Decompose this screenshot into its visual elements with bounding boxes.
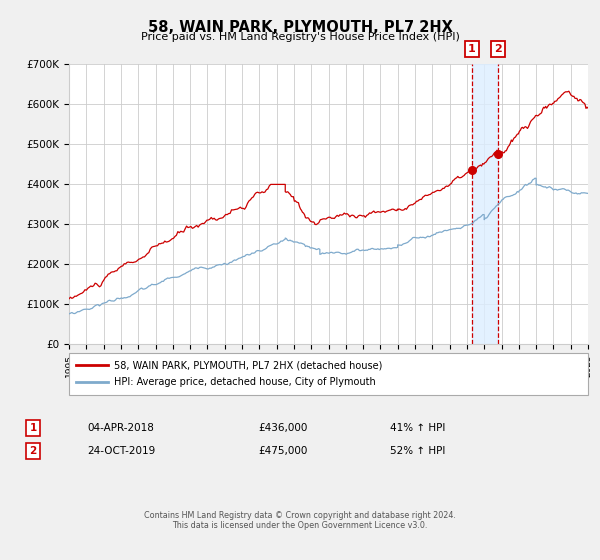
Text: 2: 2 [29,446,37,456]
Text: 04-APR-2018: 04-APR-2018 [87,423,154,433]
Text: 52% ↑ HPI: 52% ↑ HPI [390,446,445,456]
Text: 41% ↑ HPI: 41% ↑ HPI [390,423,445,433]
Text: 1: 1 [29,423,37,433]
Text: 24-OCT-2019: 24-OCT-2019 [87,446,155,456]
Bar [472,64,498,344]
Text: Price paid vs. HM Land Registry's House Price Index (HPI): Price paid vs. HM Land Registry's House … [140,32,460,43]
Text: 58, WAIN PARK, PLYMOUTH, PL7 2HX: 58, WAIN PARK, PLYMOUTH, PL7 2HX [148,20,452,35]
Text: £475,000: £475,000 [258,446,307,456]
Text: 2: 2 [494,44,502,54]
Text: This data is licensed under the Open Government Licence v3.0.: This data is licensed under the Open Gov… [172,521,428,530]
Text: Contains HM Land Registry data © Crown copyright and database right 2024.: Contains HM Land Registry data © Crown c… [144,511,456,520]
Text: HPI: Average price, detached house, City of Plymouth: HPI: Average price, detached house, City… [114,377,376,387]
Text: 1: 1 [467,44,475,54]
Text: 58, WAIN PARK, PLYMOUTH, PL7 2HX (detached house): 58, WAIN PARK, PLYMOUTH, PL7 2HX (detach… [114,361,382,370]
Text: £436,000: £436,000 [258,423,307,433]
